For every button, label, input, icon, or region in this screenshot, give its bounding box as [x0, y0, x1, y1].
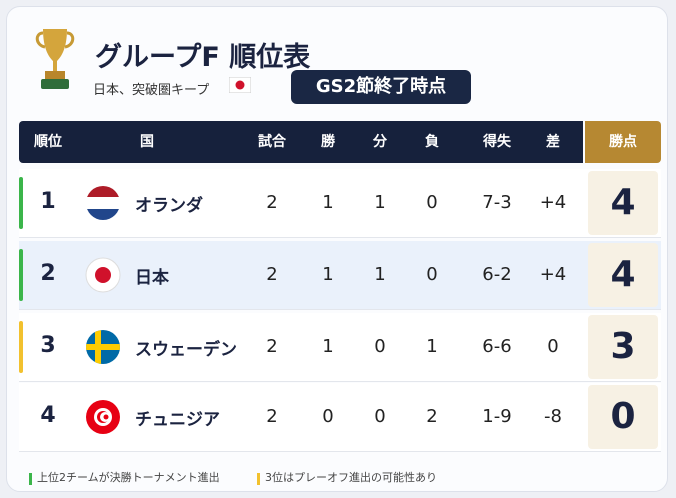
row-marker: [19, 321, 23, 373]
flag: [85, 185, 121, 225]
row: [19, 313, 661, 382]
flag-icon: [86, 186, 120, 220]
column-header: 勝点: [609, 134, 637, 150]
column-header: 負: [425, 134, 439, 150]
stat: 1: [322, 336, 334, 357]
team: チュニジア: [135, 410, 220, 430]
japan-flag-small: [229, 77, 251, 93]
row: [19, 169, 661, 238]
stat: 2: [266, 336, 278, 357]
rank: 3: [40, 333, 56, 358]
note: 3位はプレーオフ進出の可能性あり: [265, 471, 437, 484]
stat: 2: [266, 264, 278, 285]
stat: 0: [426, 192, 438, 213]
stat: 1: [374, 192, 386, 213]
stat: 6-6: [482, 336, 512, 357]
stat: 1-9: [482, 406, 512, 427]
stat: 1: [374, 264, 386, 285]
row-marker: [19, 177, 23, 229]
rank: 1: [40, 189, 56, 214]
stat: 7-3: [482, 192, 512, 213]
row: [19, 383, 661, 452]
card: グループF 順位表 日本、突破圏キープ GS2節終了時点 上位2チームが決勝トー…: [6, 6, 668, 492]
stat: 1: [426, 336, 438, 357]
stat: +4: [539, 264, 567, 285]
points: 0: [588, 385, 658, 449]
stat: 2: [426, 406, 438, 427]
column-header: 分: [373, 134, 387, 150]
legend-yellow: [257, 473, 260, 485]
rank: 4: [40, 403, 56, 428]
row-marker: [19, 249, 23, 301]
column-header: 差: [546, 134, 560, 150]
stat: 1: [322, 264, 334, 285]
badge: GS2節終了時点: [291, 70, 471, 104]
column-header: 試合: [258, 134, 286, 150]
stat: 0: [374, 406, 386, 427]
flag: [85, 329, 121, 369]
stat: 0: [547, 336, 559, 357]
column-header: 国: [140, 134, 154, 150]
note: 上位2チームが決勝トーナメント進出: [37, 471, 220, 484]
row: [19, 241, 661, 310]
rank: 2: [40, 261, 56, 286]
flag: [85, 399, 121, 439]
points: 3: [588, 315, 658, 379]
stat: 2: [266, 406, 278, 427]
stat: +4: [539, 192, 567, 213]
points-header: [585, 121, 661, 163]
stat: 1: [322, 192, 334, 213]
column-header: 順位: [34, 134, 62, 150]
team: スウェーデン: [135, 340, 237, 360]
points: 4: [588, 171, 658, 235]
table-header: [19, 121, 583, 163]
points: 4: [588, 243, 658, 307]
stat: 0: [322, 406, 334, 427]
stat: 0: [374, 336, 386, 357]
flag-icon: [86, 330, 120, 364]
flag-icon: [85, 257, 121, 293]
title: グループF 順位表: [95, 42, 311, 73]
team: オランダ: [135, 196, 203, 216]
flag: [85, 257, 121, 297]
subtitle: 日本、突破圏キープ: [93, 83, 210, 98]
trophy-icon: [35, 29, 75, 89]
legend-green: [29, 473, 32, 485]
team: 日本: [135, 268, 169, 288]
flag-icon: [86, 400, 120, 434]
stat: 2: [266, 192, 278, 213]
column-header: 得失: [483, 134, 511, 150]
stat: -8: [544, 406, 562, 427]
stat: 6-2: [482, 264, 512, 285]
column-header: 勝: [321, 134, 335, 150]
stat: 0: [426, 264, 438, 285]
